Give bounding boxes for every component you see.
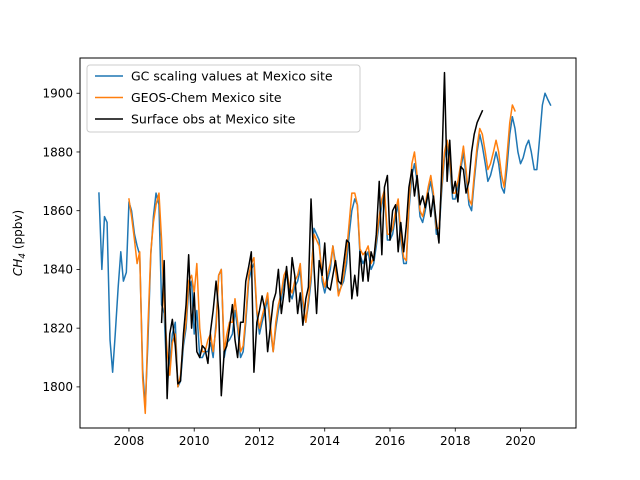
legend-box — [86, 64, 361, 133]
x-axis: 2008 2010 2012 2014 2016 2018 2020 — [114, 428, 536, 448]
x-tick-label: 2010 — [179, 434, 210, 448]
legend: GC scaling values at Mexico site GEOS-Che… — [86, 64, 361, 133]
y-axis-label: CH4 (ppbv) — [11, 210, 28, 276]
x-tick-label: 2016 — [375, 434, 406, 448]
x-tick-label: 2012 — [244, 434, 275, 448]
y-axis-label-base: CH — [11, 259, 25, 276]
y-axis: 1800 1820 1840 1860 1880 1900 — [42, 87, 80, 394]
x-tick-label: 2014 — [309, 434, 340, 448]
y-tick-label: 1800 — [42, 380, 73, 394]
series-line-2 — [160, 71, 484, 400]
y-tick-label: 1880 — [42, 145, 73, 159]
legend-label-2: Surface obs at Mexico site — [131, 112, 296, 127]
x-tick-label: 2008 — [114, 434, 145, 448]
x-tick-label: 2020 — [505, 434, 536, 448]
y-axis-label-unit: (ppbv) — [11, 210, 25, 253]
y-axis-label-subscript: 4 — [18, 253, 28, 259]
x-tick-label: 2018 — [440, 434, 471, 448]
y-tick-label: 1820 — [42, 321, 73, 335]
y-tick-label: 1900 — [42, 87, 73, 101]
axes-frame — [79, 57, 577, 429]
y-tick-label: 1860 — [42, 204, 73, 218]
legend-label-1: GEOS-Chem Mexico site — [131, 90, 282, 105]
legend-label-0: GC scaling values at Mexico site — [131, 69, 333, 84]
plot-lines — [98, 71, 552, 415]
y-tick-label: 1840 — [42, 263, 73, 277]
